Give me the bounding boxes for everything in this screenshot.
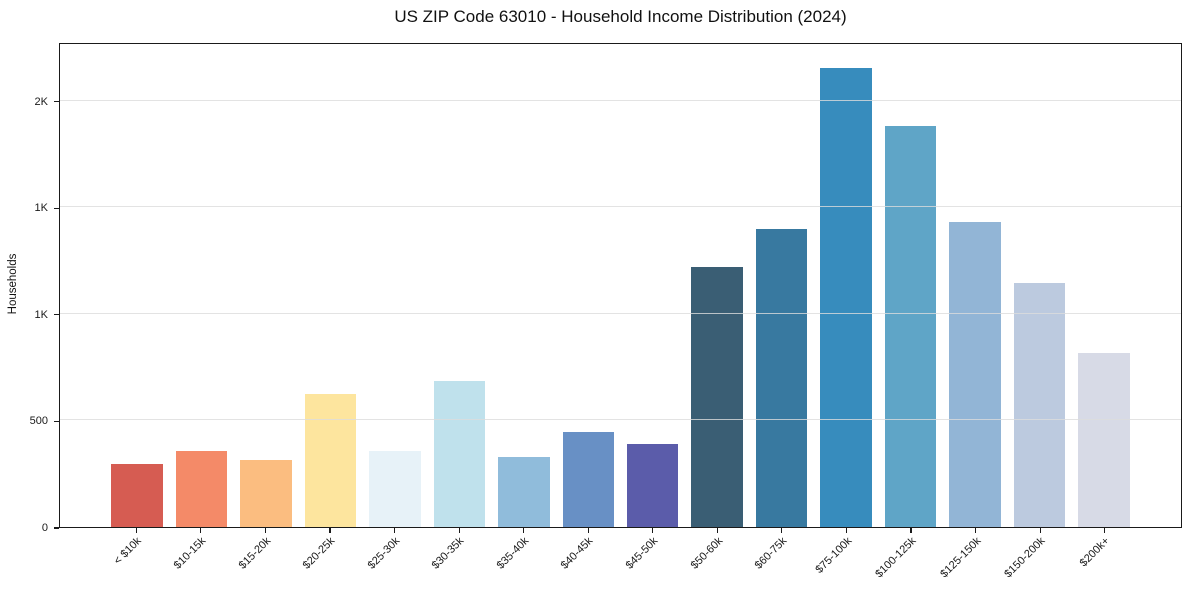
bar-slot [943,44,1007,527]
x-tick-mark [1039,528,1041,533]
bar-$100-125k [884,126,937,527]
x-tick-label: $100-125k [873,535,919,581]
x-tick-label: $50-60k [688,535,725,572]
y-tick-label: 2K [34,95,48,108]
y-tick-mark [54,527,59,529]
x-tick-mark [329,528,331,533]
bar-slot [298,44,362,527]
x-tick-mark [135,528,137,533]
x-tick-label: $25-30k [365,535,402,572]
bar-$30-35k [433,381,486,527]
x-tick-label: $20-25k [300,535,338,572]
plot-area [59,43,1182,528]
x-tick-mark [975,528,977,533]
x-tick-mark [781,528,783,533]
chart-title: US ZIP Code 63010 - Household Income Dis… [394,7,847,26]
bar-slot [556,44,620,527]
bar-$25-30k [369,451,421,527]
x-tick-mark [458,528,460,533]
x-tick-label: < $10k [111,535,144,568]
bar-< $10k [111,464,163,527]
x-tick-mark [652,528,654,533]
y-tick-mark [54,314,59,316]
bar-slot [363,44,427,527]
bar-$50-60k [691,266,743,527]
bar-slot [169,44,233,527]
x-tick-mark [845,528,848,533]
bar-$75-100k [820,67,872,527]
bar-slot [621,44,685,527]
x-tick-label: $125-150k [937,535,984,581]
x-tick-mark [587,528,589,533]
x-tick-label: $200k+ [1077,535,1113,570]
bar-$40-45k [562,432,615,527]
x-tick-mark [264,528,266,533]
y-tick-mark [54,207,59,209]
y-tick-mark [54,101,59,103]
bar-slot [685,44,749,527]
bar-$10-15k [175,451,228,527]
bar-slot [234,44,298,527]
y-axis-label: Households [7,253,19,315]
y-tick-label: 1K [34,308,48,321]
y-tick-label: 0 [41,522,48,534]
bar-slot [1007,44,1071,527]
x-tick-label: $150-200k [1002,535,1048,581]
x-tick-mark [523,528,525,533]
x-tick-label: $75-100k [813,535,854,576]
x-tick-label: $30-35k [429,535,467,572]
x-tick-label: $15-20k [236,535,273,572]
x-tick-mark [1104,528,1106,533]
x-tick-label: $60-75k [752,535,790,572]
bar-slot [492,44,556,527]
x-tick-mark [716,528,718,533]
bar-$45-50k [626,443,679,527]
bar-$15-20k [240,459,292,527]
x-tick-label: $35-40k [494,535,532,572]
bar-$60-75k [755,228,808,527]
bar-$150-200k [1013,282,1066,527]
bar-$35-40k [498,456,550,527]
y-tick-label: 500 [29,415,48,428]
x-tick-mark [200,528,202,533]
bar-slot [814,44,878,527]
y-tick-mark [54,420,59,422]
bar-slot [1072,44,1136,527]
bar-$200k+ [1078,353,1130,527]
x-tick-label: $10-15k [171,535,209,572]
bars-container [105,44,1136,527]
x-tick-label: $45-50k [623,535,661,572]
bar-$20-25k [304,393,357,527]
bar-slot [878,44,942,527]
x-tick-label: $40-45k [559,535,596,572]
bar-slot [427,44,491,527]
y-tick-label: 1K [34,202,48,215]
x-tick-mark [393,528,396,533]
bar-slot [749,44,813,527]
bar-$125-150k [949,222,1001,527]
x-tick-mark [910,528,912,533]
bar-slot [105,44,169,527]
